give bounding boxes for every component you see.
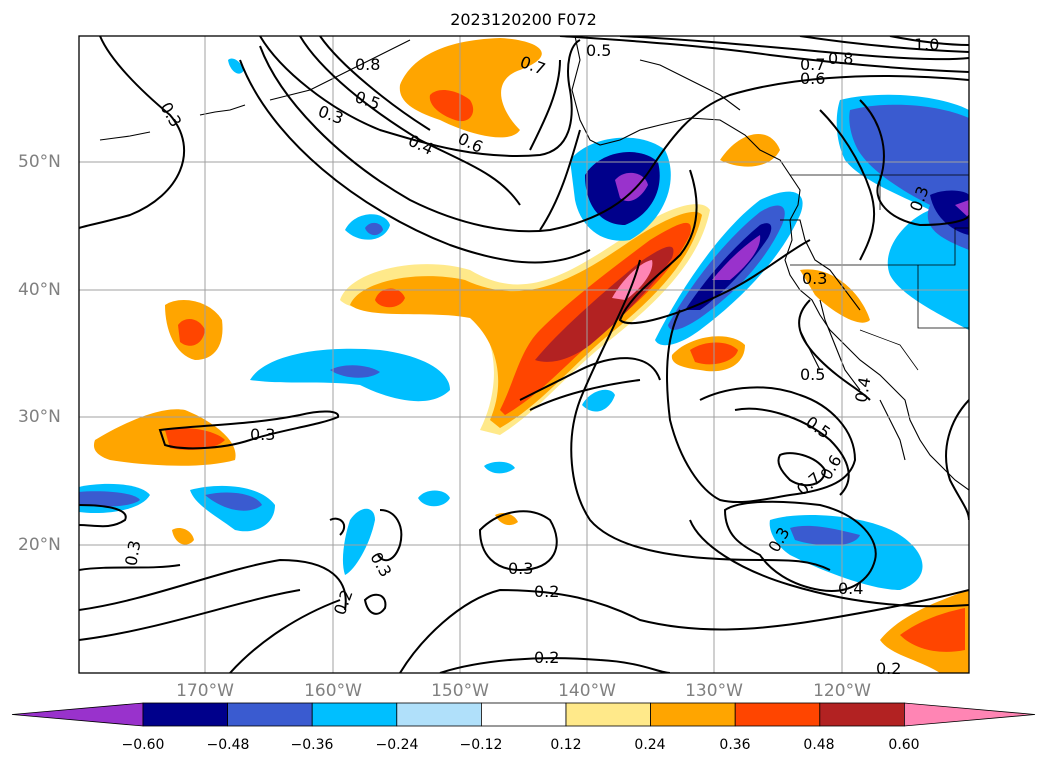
colorbar-segment xyxy=(142,702,228,727)
colorbar-segment xyxy=(396,702,482,727)
colorbar-segment xyxy=(227,702,313,727)
colorbar-tick-label: −0.60 xyxy=(121,737,165,753)
gridlines xyxy=(79,36,969,673)
lat-label: 40°N xyxy=(18,280,61,300)
contour-label: 0.2 xyxy=(876,659,901,678)
contour-label: 0.3 xyxy=(250,425,275,444)
colorbar-tick-label: −0.36 xyxy=(290,737,334,753)
colorbar-tick-label: 0.48 xyxy=(803,737,835,753)
contour-label: 0.3 xyxy=(366,549,395,581)
contour-label: 0.7 xyxy=(800,55,825,74)
contour-label: 0.2 xyxy=(534,648,559,667)
contour-label: 0.5 xyxy=(800,365,825,384)
shaded-field xyxy=(79,38,969,673)
lon-label: 160°W xyxy=(304,681,362,701)
colorbar-tick-label: 0.36 xyxy=(719,737,751,753)
contour-label: 0.4 xyxy=(405,131,436,159)
lon-label: 150°W xyxy=(431,681,489,701)
colorbar-tick-label: −0.48 xyxy=(206,737,250,753)
colorbar-extend-max xyxy=(904,702,1036,727)
colorbar-extend-min xyxy=(11,702,144,727)
contour-label: 0.3 xyxy=(316,101,346,128)
contour-label: 0.8 xyxy=(828,49,853,68)
contour-label: 0.5 xyxy=(352,87,382,114)
colorbar-segment xyxy=(650,702,736,727)
contour-label: 0.4 xyxy=(851,376,874,404)
colorbar-segment xyxy=(311,702,398,727)
colorbar-tick-label: −0.12 xyxy=(459,737,503,753)
map-frame xyxy=(78,35,970,674)
contour-label: 1.0 xyxy=(914,35,939,54)
lat-label: 50°N xyxy=(18,152,61,172)
state-borders xyxy=(790,174,969,371)
colorbar-tick-label: 0.24 xyxy=(634,737,666,753)
contour-label: 0.3 xyxy=(121,539,144,567)
colorbar-segment xyxy=(565,702,651,727)
contour-label: 0.2 xyxy=(330,587,357,617)
contour-label: 0.3 xyxy=(802,269,827,288)
contour-label: 0.3 xyxy=(156,99,185,131)
colorbar-segment xyxy=(480,702,567,727)
contour-label: 0.5 xyxy=(586,41,611,60)
colorbar-tick-label: 0.60 xyxy=(888,737,920,753)
colorbar-tick-label: −0.24 xyxy=(375,737,419,753)
colorbar-segment xyxy=(734,702,821,727)
map-title: 2023120200 F072 xyxy=(450,10,597,29)
lon-label: 170°W xyxy=(176,681,234,701)
contour-label: 0.7 xyxy=(518,52,548,79)
contour-label: 0.3 xyxy=(508,559,533,578)
contour-lines xyxy=(79,36,969,673)
lon-label: 120°W xyxy=(813,681,871,701)
colorbar xyxy=(11,702,1036,727)
contour-label: 0.2 xyxy=(534,582,559,601)
contour-label: 0.8 xyxy=(355,55,380,74)
lat-label: 20°N xyxy=(18,535,61,555)
lon-label: 130°W xyxy=(685,681,743,701)
lat-label: 30°N xyxy=(18,407,61,427)
contour-label: 0.4 xyxy=(838,579,863,598)
colorbar-segment xyxy=(819,702,905,727)
coastlines xyxy=(99,36,969,491)
colorbar-tick-label: 0.12 xyxy=(550,737,582,753)
contour-label: 0.6 xyxy=(800,69,825,88)
lon-label: 140°W xyxy=(558,681,616,701)
